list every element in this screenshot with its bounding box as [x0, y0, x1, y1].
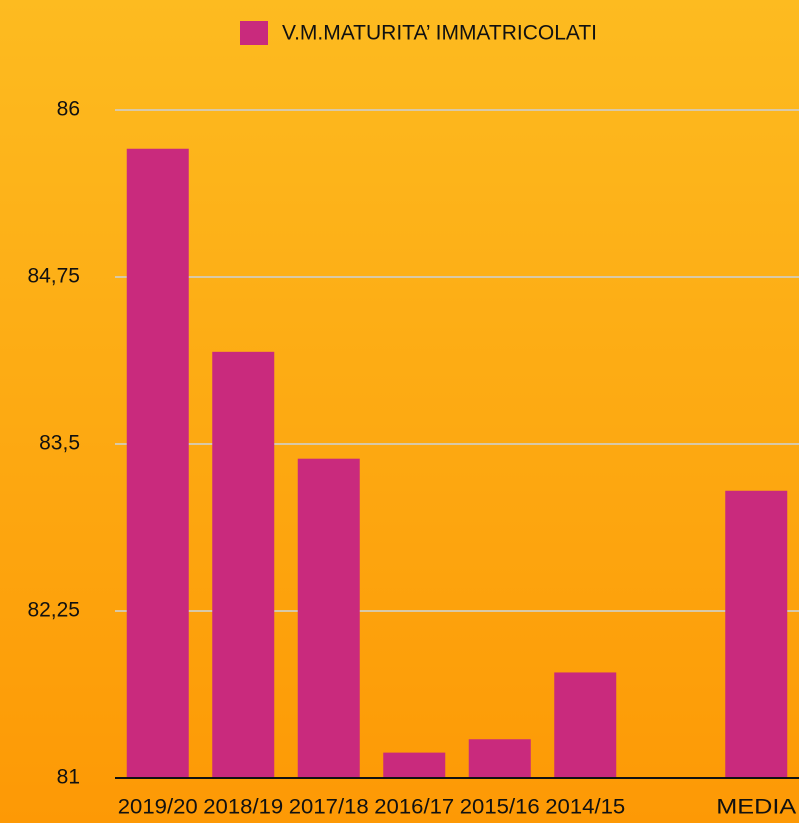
x-tick-label: MEDIA: [716, 796, 796, 819]
bar: [212, 351, 275, 778]
x-tick-label: 2014/15: [545, 796, 625, 819]
bar: [468, 739, 531, 778]
bar: [554, 672, 617, 778]
legend-swatch: [240, 21, 268, 45]
y-tick-label: 83,5: [39, 432, 80, 455]
x-tick-label: 2017/18: [289, 796, 369, 819]
bar: [126, 148, 189, 778]
legend-label: V.M.MATURITA’ IMMATRICOLATI: [282, 22, 597, 45]
y-tick-label: 86: [57, 98, 80, 121]
bar: [725, 490, 788, 778]
x-tick-label: 2018/19: [203, 796, 283, 819]
bar: [297, 458, 360, 778]
x-tick-label: 2016/17: [374, 796, 454, 819]
bar: [383, 752, 446, 778]
x-tick-label: 2019/20: [118, 796, 198, 819]
x-tick-label: 2015/16: [460, 796, 540, 819]
y-tick-label: 84,75: [27, 265, 80, 288]
y-tick-label: 82,25: [27, 599, 80, 622]
y-tick-label: 81: [57, 766, 80, 789]
